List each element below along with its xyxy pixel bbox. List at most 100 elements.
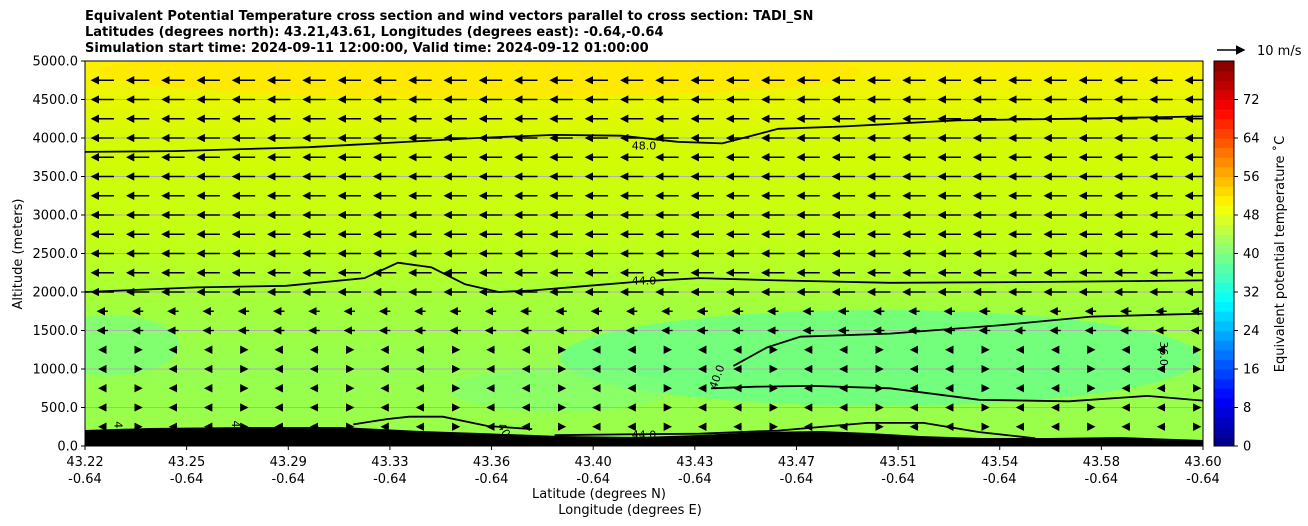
x-tick-label-lon: -0.64 [170,472,204,487]
x-tick-label-lat: 43.54 [981,455,1018,470]
x-tick-label-lon: -0.64 [678,472,712,487]
colorbar-segment [1214,407,1234,418]
y-axis: 0.0 500.0 1000.0 1500.0 2000.0 2500.0 3000.0 35… [33,55,85,455]
y-tick-label: 500.0 [41,401,78,416]
colorbar-segment [1214,301,1234,312]
colorbar-segment [1214,282,1234,293]
colorbar-segment [1214,340,1234,351]
contour-40 [732,312,1203,367]
x-tick-label-lat: 43.43 [676,455,713,470]
contour-44 [554,422,1036,440]
x-tick-label-lat: 43.40 [575,455,612,470]
x-tick-label-lon: -0.64 [1186,472,1220,487]
colorbar-segment [1214,397,1234,408]
contour-lines: 48.044.044.040.036.0444440 [85,115,1203,441]
y-axis-label: Altitude (meters) [11,199,26,310]
colorbar-segment [1214,378,1234,389]
colorbar-tick-label: 72 [1243,93,1260,108]
colorbar-segment [1214,147,1234,158]
colorbar-tick-label: 48 [1243,209,1260,224]
contour-48 [85,115,1203,153]
contour-40 [711,384,1203,403]
colorbar-segment [1214,263,1234,274]
colorbar-segment [1214,330,1234,341]
colorbar-tick-label: 32 [1243,286,1260,301]
quiver-key: 10 m/s [1217,44,1302,59]
x-tick-label-lat: 43.58 [1083,455,1120,470]
x-axis-label-line2: Longitude (degrees E) [558,503,702,518]
colorbar-segment [1214,234,1234,245]
colorbar-tick-label: 56 [1243,170,1260,185]
y-tick-label: 0.0 [57,440,78,455]
x-tick-label-lon: -0.64 [475,472,509,487]
colorbar-segment [1214,359,1234,370]
colorbar-segment [1214,311,1234,322]
colorbar-segment [1214,99,1234,110]
colorbar-segment [1214,369,1234,380]
title-line-3: Simulation start time: 2024-09-11 12:00:… [85,41,649,56]
y-tick-label: 3000.0 [33,209,79,224]
y-tick-label: 3500.0 [33,170,79,185]
x-tick-label-lon: -0.64 [576,472,610,487]
quiver-key-label: 10 m/s [1257,44,1302,59]
colorbar-segment [1214,61,1234,72]
x-tick-label-lat: 43.29 [270,455,307,470]
colorbar-segment [1214,243,1234,254]
cool-patch-mid [450,368,670,412]
colorbar-label: Equivalent potential temperature ˚C [1272,136,1288,372]
colorbar-segment [1214,349,1234,360]
warm-patch-top [100,61,860,98]
y-tick-label: 4000.0 [33,132,79,147]
cool-patch-right [560,310,1200,406]
y-tick-label: 2500.0 [33,247,79,262]
x-tick-label-lat: 43.51 [879,455,916,470]
colorbar-tick-label: 64 [1243,132,1260,147]
colorbar-segment [1214,195,1234,206]
colorbar-tick-label: 24 [1243,324,1260,339]
colorbar-segment [1214,436,1234,447]
colorbar-tick-label: 0 [1243,440,1251,455]
x-tick-label-lon: -0.64 [780,472,814,487]
x-tick-label-lat: 43.60 [1184,455,1221,470]
plot-area: 48.044.044.040.036.0444440 [85,61,1203,446]
colorbar-segment [1214,224,1234,235]
x-tick-label-lat: 43.36 [473,455,510,470]
x-tick-label-lon: -0.64 [881,472,915,487]
x-tick-label-lon: -0.64 [983,472,1017,487]
colorbar-tick-label: 8 [1243,401,1251,416]
x-tick-label-lon: -0.64 [271,472,305,487]
y-tick-label: 2000.0 [33,286,79,301]
y-tick-label: 1000.0 [33,363,79,378]
x-tick-label-lon: -0.64 [68,472,102,487]
x-tick-label-lon: -0.64 [373,472,407,487]
colorbar-segment [1214,166,1234,177]
x-tick-label-lat: 43.25 [168,455,205,470]
contour-label: 44.0 [632,274,657,287]
x-axis: 43.22 -0.64 43.25 -0.64 43.29 -0.64 43.33 -0.64… [66,446,1222,487]
colorbar-segment [1214,320,1234,331]
terrain [85,427,1203,446]
y-tick-label: 5000.0 [33,55,79,70]
contour-label: 48.0 [632,140,657,153]
colorbar-segment [1214,388,1234,399]
colorbar-segment [1214,128,1234,139]
colorbar-segment [1214,70,1234,81]
colorbar-segment [1214,215,1234,226]
colorbar-segment [1214,138,1234,149]
contour-44 [353,415,533,430]
x-tick-label-lon: -0.64 [1085,472,1119,487]
colorbar-segment [1214,176,1234,187]
wind-vectors [90,76,1203,431]
colorbar-segment [1214,205,1234,216]
colorbar-segment [1214,80,1234,91]
colorbar-segment [1214,186,1234,197]
x-axis-label-line1: Latitude (degrees N) [532,487,666,502]
y-tick-label: 1500.0 [33,324,79,339]
colorbar-segment [1214,253,1234,264]
colorbar-tick-label: 16 [1243,363,1260,378]
y-tick-label: 4500.0 [33,93,79,108]
colorbar-segment [1214,157,1234,168]
colorbar-segment [1214,426,1234,437]
title-line-2: Latitudes (degrees north): 43.21,43.61, … [85,25,664,40]
